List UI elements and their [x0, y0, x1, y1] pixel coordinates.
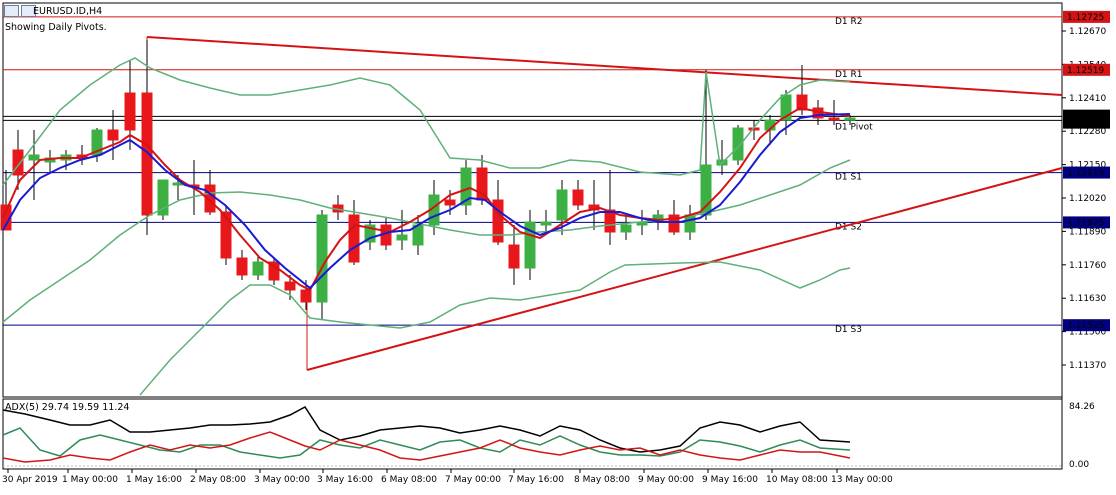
time-tick-label: 10 May 08:00 [766, 475, 828, 485]
time-tick-label: 1 May 16:00 [126, 475, 182, 485]
bull-candle [157, 179, 169, 216]
time-tick-label: 3 May 00:00 [254, 475, 310, 485]
pivot-price-badge [1063, 319, 1110, 332]
adx-line [2, 406, 851, 453]
plus-di-line [2, 427, 851, 459]
upper-trendline [146, 36, 1063, 96]
current-price-text: 1.12325 [1067, 120, 1104, 130]
bull-candle [524, 221, 536, 269]
bollinger-middle [2, 159, 851, 323]
symbol-title: EURUSD.ID,H4 [33, 6, 103, 17]
price-tick-label: 1.12150 [1069, 161, 1106, 171]
current-price-text: 1.12325 [1067, 111, 1104, 121]
price-tick-label: 1.11890 [1069, 227, 1106, 237]
chart-toolbar [4, 5, 36, 17]
bull-candle [780, 94, 792, 121]
bull-candle [700, 164, 712, 216]
bear-candle [572, 189, 584, 206]
moving-average-fast [2, 106, 851, 292]
pivot-price-badge [1063, 63, 1110, 76]
time-tick-label: 6 May 08:00 [381, 475, 437, 485]
bull-candle [396, 234, 408, 241]
pivot-info-text: Showing Daily Pivots. [5, 22, 107, 33]
bear-candle [12, 149, 24, 176]
pivot-level-label: D1 S2 [835, 222, 862, 232]
price-tick-label: 1.11500 [1069, 328, 1106, 338]
price-tick-label: 1.11760 [1069, 261, 1106, 271]
time-tick-label: 1 May 00:00 [62, 475, 118, 485]
minus-di-line [2, 431, 851, 463]
adx-scale-top: 84.26 [1069, 402, 1095, 412]
time-tick-label: 8 May 08:00 [574, 475, 630, 485]
pivot-price-badge-text: 1.12119 [1067, 169, 1104, 179]
pivot-price-badge-text: 1.12519 [1067, 66, 1104, 76]
bear-candle [107, 129, 119, 141]
time-tick-label: 2 May 08:00 [190, 475, 246, 485]
adx-indicator-title: ADX(5) 29.74 19.59 11.24 [5, 402, 130, 413]
bear-candle [828, 117, 840, 121]
bull-candle [540, 221, 552, 226]
pivot-price-badge-text: 1.12725 [1067, 13, 1104, 23]
bull-candle [620, 224, 632, 233]
bull-candle [732, 127, 744, 161]
price-tick-label: 1.11630 [1069, 294, 1106, 304]
bear-candle [796, 94, 808, 111]
bull-candle [316, 214, 328, 303]
time-tick-label: 13 May 00:00 [831, 475, 893, 485]
time-tick-label: 7 May 00:00 [445, 475, 501, 485]
pivot-level-label: D1 R1 [835, 70, 863, 80]
bear-candle [220, 211, 232, 259]
bollinger-upper [2, 57, 851, 186]
price-tick-label: 1.12280 [1069, 127, 1106, 137]
bear-candle [124, 92, 136, 131]
bull-candle [684, 214, 696, 233]
pivot-level-label: D1 S1 [835, 173, 862, 183]
lower-trendline [306, 167, 1063, 371]
bear-candle [236, 257, 248, 276]
time-tick-label: 30 Apr 2019 [2, 475, 58, 485]
time-tick-label: 7 May 16:00 [508, 475, 564, 485]
time-tick-label: 9 May 16:00 [702, 475, 758, 485]
bollinger-lower [139, 261, 851, 396]
bull-candle [28, 154, 40, 161]
pivot-level-label: D1 R2 [835, 17, 863, 27]
bear-candle [141, 92, 153, 216]
moving-average-slow [2, 113, 851, 290]
price-tick-label: 1.12020 [1069, 194, 1106, 204]
bull-candle [252, 261, 264, 276]
pivot-price-badge [1063, 216, 1110, 229]
time-tick-label: 9 May 00:00 [638, 475, 694, 485]
time-tick-label: 3 May 16:00 [317, 475, 373, 485]
price-tick-label: 1.12410 [1069, 94, 1106, 104]
current-price-badge [1063, 109, 1110, 120]
pivot-price-badge [1063, 10, 1110, 23]
adx-scale-bottom: 0.00 [1069, 460, 1089, 470]
chart-grid-icon[interactable] [21, 5, 36, 17]
bear-candle [300, 289, 312, 303]
pivot-level-label: D1 S3 [835, 325, 862, 335]
bear-candle [604, 209, 616, 233]
bull-candle [460, 167, 472, 206]
bull-candle [364, 224, 376, 243]
bear-candle [492, 199, 504, 243]
pivot-price-badge [1063, 166, 1110, 179]
bear-candle [444, 199, 456, 206]
bull-candle [556, 189, 568, 221]
pivot-level-label: D1 Pivot [835, 122, 873, 132]
current-price-badge [1063, 118, 1110, 129]
bear-candle [508, 244, 520, 269]
bull-candle [844, 117, 856, 121]
price-tick-label: 1.11370 [1069, 361, 1106, 371]
chart-window-icon[interactable] [4, 5, 19, 17]
bear-candle [268, 261, 280, 281]
bear-candle [668, 214, 680, 233]
bear-candle [284, 281, 296, 291]
price-tick-label: 1.12670 [1069, 27, 1106, 37]
bear-candle [348, 214, 360, 263]
pivot-price-badge-text: 1.11925 [1067, 218, 1104, 228]
pivot-price-badge-text: 1.11525 [1067, 321, 1104, 331]
